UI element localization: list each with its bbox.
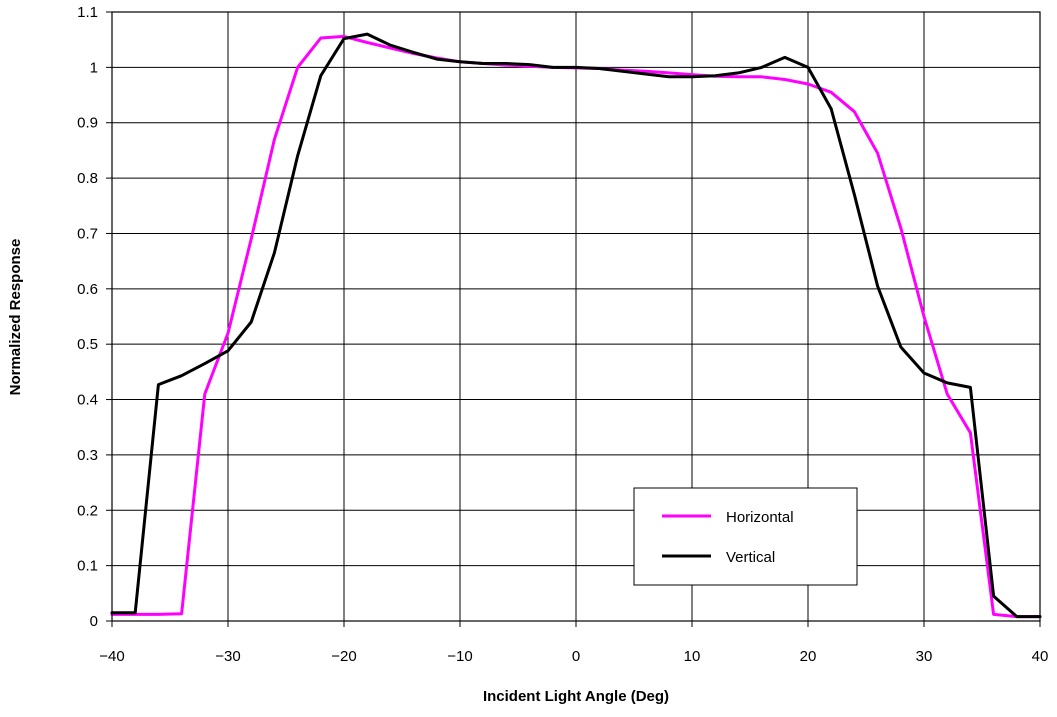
- y-tick-label: 0.3: [77, 447, 98, 464]
- x-tick-label: 20: [800, 648, 817, 665]
- y-axis-title: Normalized Response: [7, 239, 24, 396]
- x-axis-ticks: −40 −30 −20 −10 0 10 20 30 40: [99, 621, 1048, 665]
- x-tick-label: 40: [1032, 648, 1049, 665]
- y-tick-label: 1: [90, 59, 98, 76]
- x-axis-title: Incident Light Angle (Deg): [483, 688, 669, 705]
- x-tick-label: 10: [684, 648, 701, 665]
- x-tick-label: 0: [572, 648, 580, 665]
- y-tick-label: 1.1: [77, 4, 98, 21]
- y-tick-label: 0.7: [77, 225, 98, 242]
- legend-label-horizontal: Horizontal: [726, 509, 794, 526]
- x-tick-label: 30: [916, 648, 933, 665]
- y-tick-label: 0: [90, 613, 98, 630]
- gridlines: [111, 11, 1041, 622]
- legend-label-vertical: Vertical: [726, 549, 775, 566]
- y-tick-label: 0.4: [77, 392, 98, 409]
- x-tick-label: −30: [215, 648, 240, 665]
- x-tick-label: −20: [331, 648, 356, 665]
- y-tick-label: 0.2: [77, 502, 98, 519]
- y-tick-label: 0.5: [77, 336, 98, 353]
- y-tick-label: 0.8: [77, 170, 98, 187]
- legend: Horizontal Vertical: [633, 487, 858, 586]
- series-lines: [110, 32, 1042, 619]
- series-line-vertical: [110, 32, 1042, 619]
- y-tick-label: 0.1: [77, 558, 98, 575]
- x-tick-label: −40: [99, 648, 124, 665]
- y-axis-ticks: 0 0.1 0.2 0.3 0.4 0.5 0.6 0.7 0.8 0.9 1 1.1: [77, 4, 112, 630]
- y-tick-label: 0.9: [77, 115, 98, 132]
- x-tick-label: −10: [447, 648, 472, 665]
- legend-box: [633, 487, 858, 586]
- y-tick-label: 0.6: [77, 281, 98, 298]
